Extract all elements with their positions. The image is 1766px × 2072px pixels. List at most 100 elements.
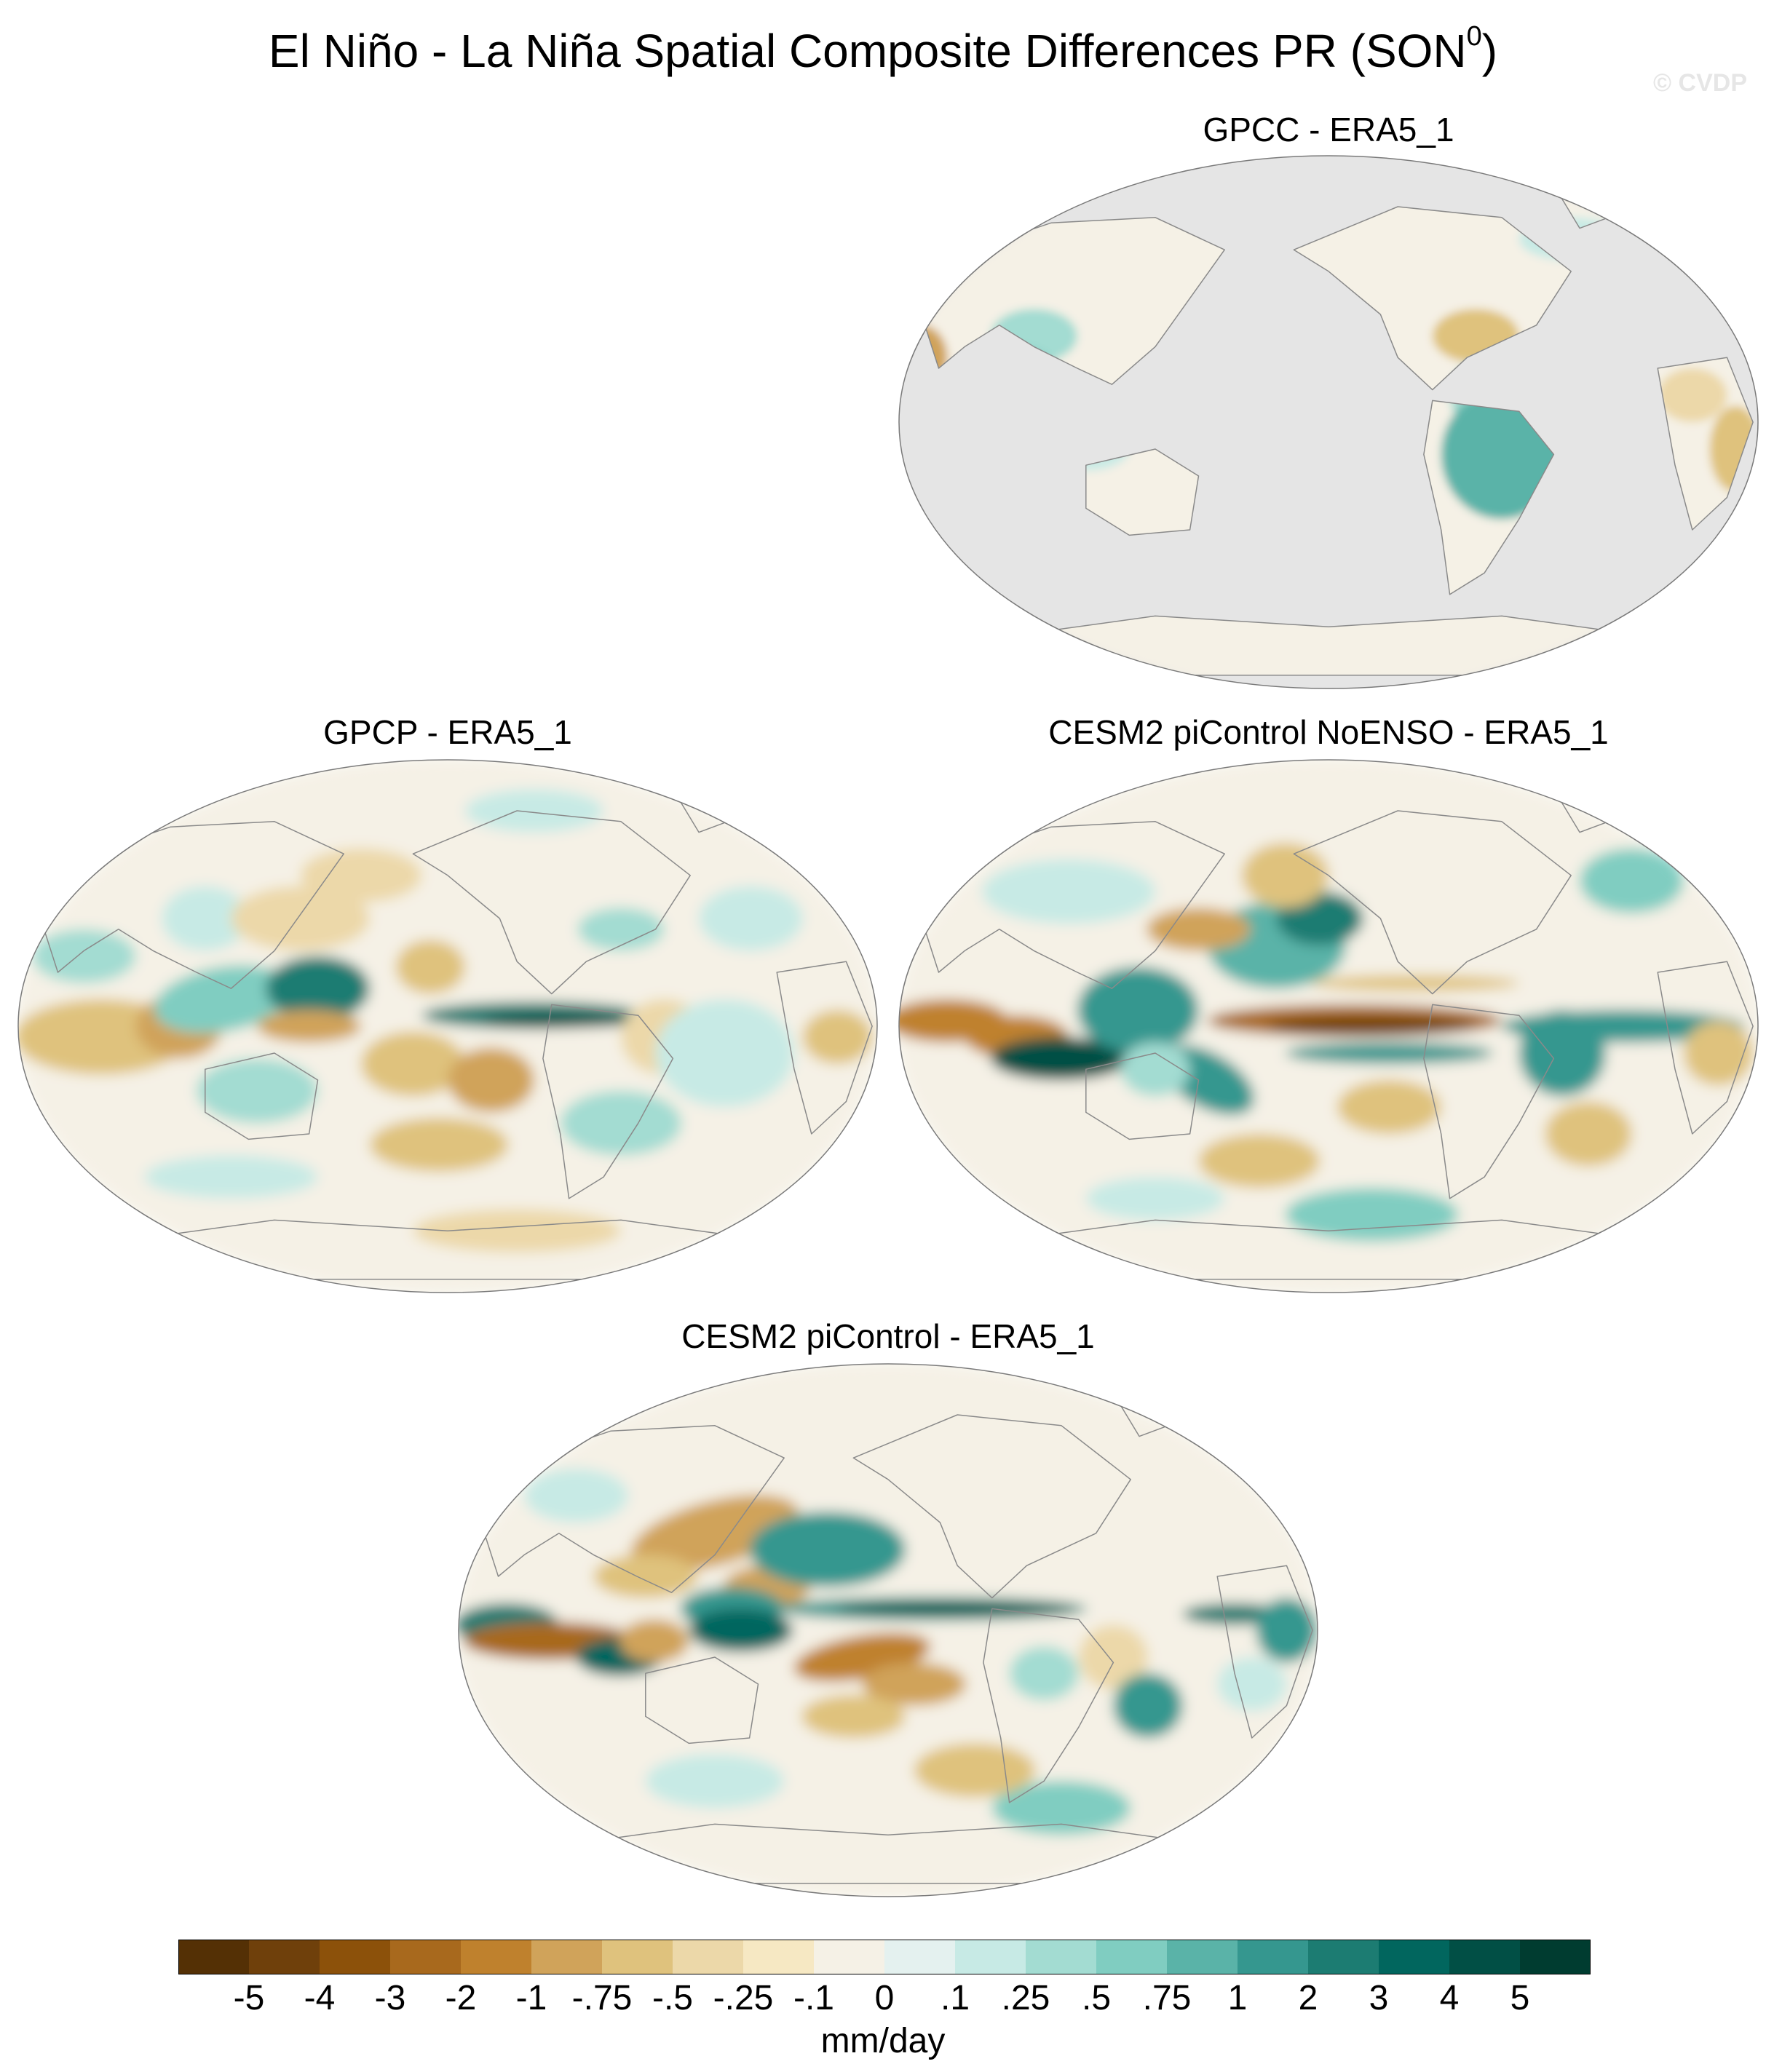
field-anomaly bbox=[577, 908, 665, 951]
figure-title-superscript: 0 bbox=[1466, 20, 1482, 52]
colorbar-swatch bbox=[1167, 1940, 1238, 1974]
coastline-north-america bbox=[1293, 206, 1572, 391]
field-anomaly bbox=[154, 965, 291, 1033]
map-outline bbox=[898, 155, 1759, 689]
coastlines bbox=[39, 783, 873, 1280]
field-anomaly bbox=[1580, 848, 1684, 913]
coastline-antarctica bbox=[999, 615, 1658, 676]
field-anomaly bbox=[162, 886, 249, 951]
figure-title-text: El Niño - La Niña Spatial Composite Diff… bbox=[268, 25, 1467, 77]
field-anomaly bbox=[1085, 1177, 1225, 1220]
colorbar-swatch bbox=[602, 1940, 673, 1974]
coastline-south-america bbox=[1423, 400, 1555, 595]
coastline-australia bbox=[1085, 448, 1200, 536]
colorbar-tick-label: -.75 bbox=[571, 1979, 633, 2017]
colorbar-units: mm/day bbox=[820, 2022, 946, 2060]
colorbar-swatch bbox=[1096, 1940, 1168, 1974]
field-anomaly bbox=[1683, 1020, 1754, 1086]
field-anomaly bbox=[991, 1781, 1131, 1835]
panel-title-gpcc: GPCC - ERA5_1 bbox=[1203, 111, 1454, 148]
field-anomaly bbox=[801, 1694, 906, 1738]
colorbar-tick-label: 5 bbox=[1510, 1979, 1530, 2017]
field-anomaly bbox=[655, 999, 794, 1107]
colorbar-swatch bbox=[178, 1940, 250, 1974]
colorbar-swatch bbox=[743, 1940, 815, 1974]
colorbar-tick-label: .5 bbox=[1081, 1979, 1112, 2017]
colorbar-tick-label: 3 bbox=[1369, 1979, 1389, 2017]
field-anomaly bbox=[1311, 975, 1519, 991]
field-anomaly bbox=[369, 1117, 509, 1172]
colorbar-swatch bbox=[814, 1940, 885, 1974]
coastline-africa-edge bbox=[1657, 357, 1754, 531]
field-anomaly bbox=[524, 1469, 628, 1523]
field-anomaly bbox=[1285, 1188, 1459, 1242]
field-anomaly bbox=[1217, 1657, 1287, 1711]
coastline-australia bbox=[1085, 1052, 1200, 1140]
map-cesm2-picontrol bbox=[455, 1361, 1321, 1900]
field-anomaly bbox=[914, 1743, 1036, 1798]
colorbar-tick-label: -3 bbox=[374, 1979, 406, 2017]
coastline-south-america bbox=[542, 1004, 674, 1199]
field-anomaly bbox=[1256, 1597, 1318, 1663]
colorbar-swatch bbox=[1379, 1940, 1450, 1974]
colorbar-tick-label: -2 bbox=[445, 1979, 477, 2017]
field-anomaly bbox=[1077, 966, 1199, 1053]
field-anomaly bbox=[593, 1555, 698, 1598]
colorbar-tick-label: 1 bbox=[1227, 1979, 1248, 2017]
colorbar-swatch bbox=[955, 1940, 1026, 1974]
cvdp-credit: © CVDP bbox=[1653, 69, 1747, 97]
map-field bbox=[899, 760, 1758, 1293]
map-outline bbox=[458, 1363, 1318, 1897]
colorbar-swatch bbox=[320, 1940, 391, 1974]
field-anomaly bbox=[982, 859, 1155, 924]
map-gpcc bbox=[895, 153, 1762, 691]
field-anomaly bbox=[266, 956, 370, 1021]
field-anomaly bbox=[395, 940, 465, 994]
colorbar-swatch bbox=[884, 1940, 956, 1974]
field-anomaly bbox=[1545, 1101, 1632, 1167]
map-outline bbox=[17, 759, 878, 1293]
field-anomaly bbox=[1113, 1673, 1183, 1738]
panel-title-cesm2-picontrol: CESM2 piControl - ERA5_1 bbox=[681, 1317, 1095, 1355]
field-anomaly bbox=[482, 1014, 638, 1028]
coastline-africa-edge bbox=[776, 961, 873, 1135]
colorbar-swatch bbox=[390, 1940, 462, 1974]
colorbar-tick-label: -5 bbox=[233, 1979, 265, 2017]
coastline-antarctica bbox=[999, 1219, 1658, 1280]
field-anomaly bbox=[990, 1036, 1130, 1080]
figure-title-suffix: ) bbox=[1481, 25, 1498, 77]
map-field bbox=[899, 156, 1758, 688]
colorbar-swatch bbox=[1238, 1940, 1309, 1974]
colorbar-swatch bbox=[1308, 1940, 1379, 1974]
field-anomaly bbox=[1198, 1134, 1320, 1188]
colorbar-swatches bbox=[178, 1940, 1591, 1974]
colorbar-swatch bbox=[461, 1940, 532, 1974]
field-anomaly bbox=[560, 1090, 682, 1156]
colorbar-swatch bbox=[1449, 1940, 1521, 1974]
field-anomaly bbox=[645, 1754, 785, 1809]
coastline-asia bbox=[920, 821, 1225, 989]
coastline-antarctica bbox=[118, 1219, 777, 1280]
coastline-australia bbox=[205, 1052, 319, 1140]
coastline-north-america bbox=[1293, 810, 1572, 995]
field-anomaly bbox=[361, 1031, 465, 1097]
field-anomaly bbox=[144, 1155, 318, 1199]
field-anomaly bbox=[1009, 1646, 1079, 1701]
field-anomaly bbox=[1147, 908, 1251, 951]
map-cesm2-noenso bbox=[895, 757, 1762, 1295]
colorbar bbox=[178, 1940, 1591, 1974]
colorbar-tick-label: .75 bbox=[1142, 1979, 1192, 2017]
field-anomaly bbox=[231, 886, 370, 951]
field-anomaly bbox=[1658, 368, 1727, 422]
colorbar-swatch bbox=[531, 1940, 603, 1974]
colorbar-swatch bbox=[673, 1940, 744, 1974]
coastline-africa-edge bbox=[1216, 1565, 1313, 1739]
colorbar-tick-label: 0 bbox=[874, 1979, 895, 2017]
colorbar-tick-label: 2 bbox=[1298, 1979, 1318, 2017]
figure-title: El Niño - La Niña Spatial Composite Diff… bbox=[0, 22, 1766, 80]
colorbar-swatch bbox=[1520, 1940, 1591, 1974]
field-anomaly bbox=[699, 886, 803, 951]
field-anomaly bbox=[1285, 1042, 1494, 1064]
map-field bbox=[18, 760, 877, 1293]
coastline-asia bbox=[39, 821, 344, 989]
